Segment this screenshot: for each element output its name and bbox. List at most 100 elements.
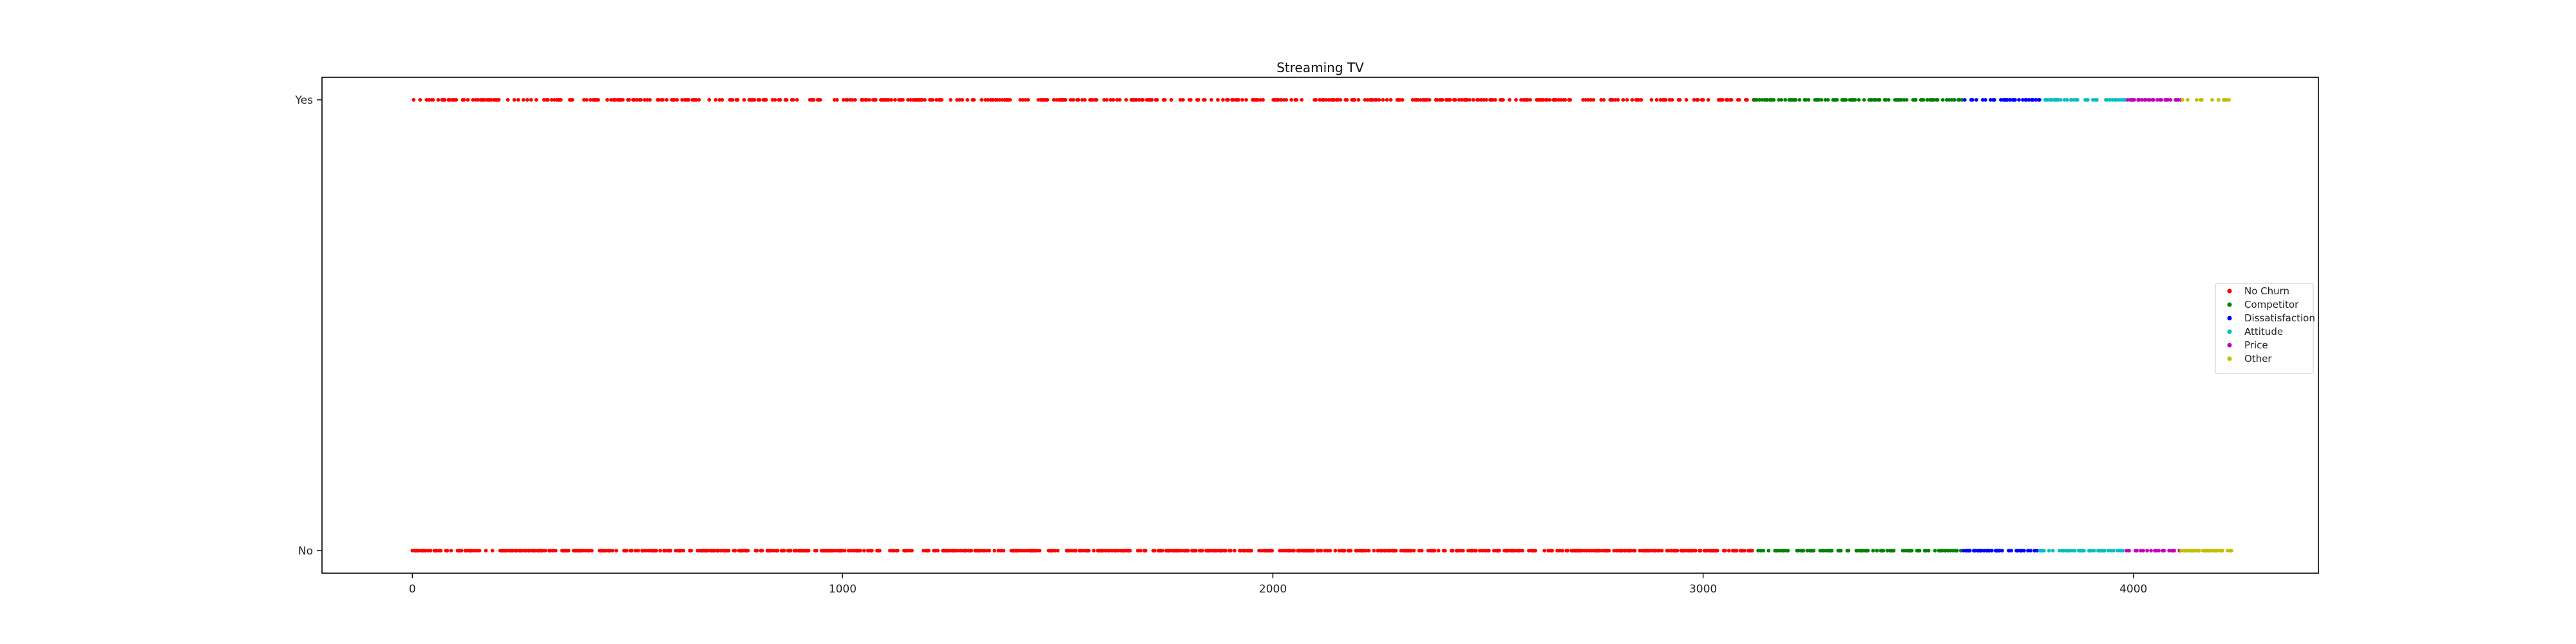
data-point [611, 549, 614, 553]
data-point [888, 549, 892, 553]
data-point [2157, 549, 2161, 553]
data-point [1102, 98, 1106, 102]
data-point [858, 549, 862, 553]
data-point [866, 549, 870, 553]
data-point [1025, 549, 1029, 553]
data-point [2029, 549, 2032, 553]
data-point [1067, 549, 1072, 553]
data-point [1980, 549, 1984, 553]
data-point [811, 98, 816, 102]
data-point [889, 98, 893, 102]
axes-layer: 0 1000 2000 3000 4000 No Yes [295, 94, 2148, 596]
data-point [589, 98, 592, 102]
data-point [2149, 549, 2154, 553]
data-point [2032, 549, 2037, 553]
data-point [893, 98, 897, 102]
data-point [648, 98, 652, 102]
data-point [833, 549, 838, 553]
data-point [1690, 549, 1695, 553]
data-point [1720, 98, 1725, 102]
data-point [1948, 549, 1953, 553]
data-point [1150, 98, 1154, 102]
series-points-no [2179, 549, 2233, 553]
data-point [1113, 549, 1118, 553]
data-point [2105, 98, 2109, 102]
data-point [423, 549, 428, 553]
data-point [1587, 549, 1592, 553]
data-point [1734, 549, 1739, 553]
data-point [1508, 98, 1511, 102]
data-point [1231, 98, 1235, 102]
data-point [410, 549, 415, 553]
data-point [1621, 98, 1625, 102]
data-point [1796, 549, 1801, 553]
data-point [2005, 98, 2009, 102]
data-point [964, 549, 969, 553]
data-point [998, 98, 1002, 102]
data-point [2112, 549, 2116, 553]
data-point [1797, 98, 1802, 102]
data-point [1332, 98, 1336, 102]
data-point [1117, 98, 1122, 102]
data-point [1383, 549, 1388, 553]
data-point [2025, 98, 2029, 102]
data-point [1981, 98, 1985, 102]
data-point [1891, 549, 1896, 553]
data-point [1581, 98, 1586, 102]
data-point [1987, 549, 1991, 553]
data-point [956, 549, 960, 553]
data-point [1493, 98, 1497, 102]
legend-box [2215, 283, 2314, 374]
data-point [621, 98, 625, 102]
data-point [1086, 549, 1091, 553]
data-point [849, 549, 853, 553]
data-point [1203, 98, 1207, 102]
data-point [2197, 549, 2201, 553]
data-point [741, 549, 745, 553]
data-point [1975, 98, 1978, 102]
data-point [2172, 549, 2177, 553]
data-point [1226, 98, 1230, 102]
data-point [566, 549, 571, 553]
data-point [1186, 549, 1190, 553]
data-point [504, 549, 509, 553]
data-point [853, 98, 857, 102]
data-point [428, 549, 433, 553]
data-point [1484, 98, 1488, 102]
data-point [1933, 549, 1937, 553]
data-point [1081, 549, 1086, 553]
data-point [2109, 549, 2113, 553]
data-point [608, 549, 612, 553]
x-tick-label: 3000 [1689, 583, 1717, 596]
data-point [1467, 98, 1472, 102]
data-point [892, 549, 896, 553]
data-point [1630, 98, 1634, 102]
data-point [2061, 549, 2065, 553]
data-point [835, 98, 839, 102]
data-point [1599, 98, 1604, 102]
data-point [1862, 98, 1866, 102]
data-point [1527, 549, 1531, 553]
data-point [1585, 549, 1589, 553]
data-point [1657, 549, 1662, 553]
y-tick-label: Yes [295, 94, 314, 107]
data-point [643, 98, 647, 102]
data-point [1052, 98, 1056, 102]
legend-marker [2227, 329, 2232, 334]
data-point [845, 98, 849, 102]
data-point [1900, 549, 1905, 553]
series-points-no [1756, 549, 1963, 553]
data-point [2141, 549, 2146, 553]
data-point [1760, 98, 1765, 102]
data-point [524, 549, 528, 553]
data-point [717, 98, 722, 102]
data-point [1239, 549, 1243, 553]
data-point [733, 549, 737, 553]
data-point [2070, 549, 2074, 553]
data-point [1921, 98, 1926, 102]
data-point [1926, 549, 1931, 553]
data-point [1249, 549, 1253, 553]
data-point [2181, 98, 2184, 102]
data-point [533, 549, 537, 553]
data-point [906, 98, 910, 102]
